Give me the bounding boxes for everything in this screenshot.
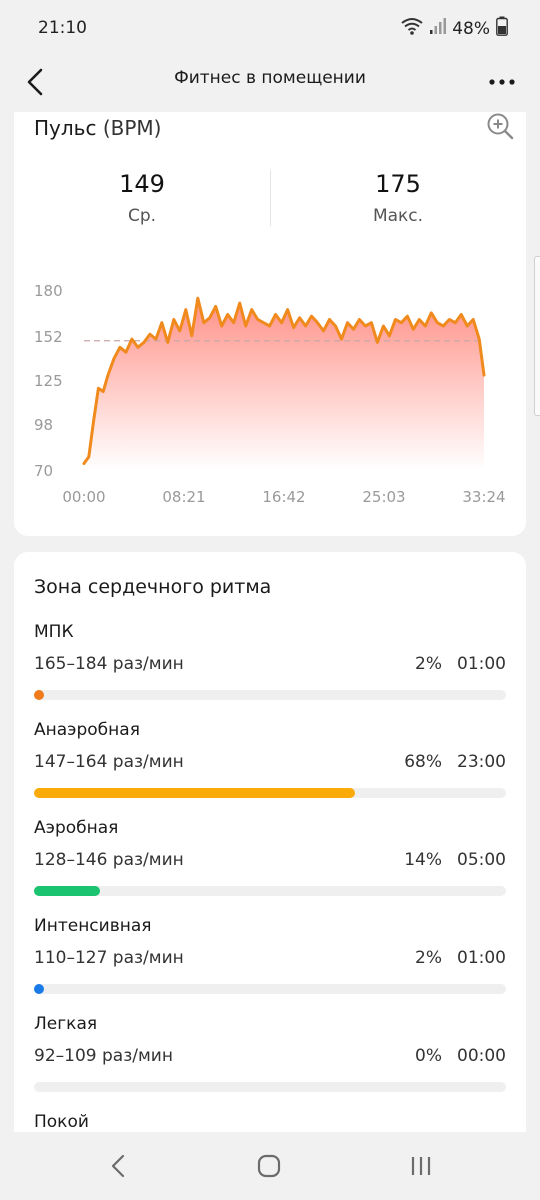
zone-pct: 68% [404,752,442,772]
max-label: Макс. [372,206,424,226]
zones-title: Зона сердечного ритма [34,576,272,598]
scroll-handle[interactable] [534,256,540,416]
pulse-title: Пульс (BPM) [34,116,161,140]
zone-row: 128–146 раз/мин 14% 05:00 [34,850,506,876]
max-value: 175 [375,170,421,198]
x-tick-label: 08:21 [162,488,205,506]
nav-back-icon [111,1154,125,1178]
zone-item: Интенсивная 110–127 раз/мин 2% 01:00 [34,916,506,994]
nav-home-icon [257,1154,281,1178]
avg-label: Ср. [127,206,157,226]
zone-progress-track [34,788,506,798]
zone-item: Аэробная 128–146 раз/мин 14% 05:00 [34,818,506,896]
zoom-in-icon [487,113,514,140]
stat-divider [270,170,271,226]
status-icons: 48% [400,16,508,41]
zone-item: Легкая 92–109 раз/мин 0% 00:00 [34,1014,506,1092]
y-tick-label: 125 [34,372,63,390]
back-button[interactable] [18,62,52,102]
zone-time: 01:00 [457,654,506,674]
more-button[interactable] [484,64,520,100]
zone-item: МПК 165–184 раз/мин 2% 01:00 [34,622,506,700]
zone-name: Анаэробная [34,720,140,740]
zone-range: 110–127 раз/мин [34,948,184,968]
zone-pct: 2% [415,948,442,968]
zone-progress-track [34,984,506,994]
nav-back-button[interactable] [98,1150,138,1182]
y-tick-label: 180 [34,282,63,300]
zone-progress-fill [34,690,44,700]
zone-range: 128–146 раз/мин [34,850,184,870]
navigation-bar [0,1132,540,1200]
nav-home-button[interactable] [249,1150,289,1182]
y-tick-label: 98 [34,416,53,434]
zone-progress-fill [34,788,355,798]
zone-name: Интенсивная [34,916,152,936]
zone-pct: 2% [415,654,442,674]
zone-progress-fill [34,984,44,994]
avg-stat: 149 Ср. [14,170,270,226]
zone-progress-track [34,690,506,700]
battery-icon [496,16,508,41]
zone-pct: 0% [415,1046,442,1066]
status-bar: 21:10 48% [0,0,540,58]
avg-value: 149 [119,170,165,198]
page-title: Фитнес в помещении [174,68,366,88]
zone-row: 110–127 раз/мин 2% 01:00 [34,948,506,974]
pulse-card: Пульс (BPM) 149 Ср. 175 Макс. 180 152 125 9… [14,112,526,536]
zone-row: 165–184 раз/мин 2% 01:00 [34,654,506,680]
back-arrow-icon [27,68,43,96]
zone-pct: 14% [404,850,442,870]
zone-item: Покой [34,1112,506,1132]
x-tick-label: 33:24 [462,488,505,506]
nav-recents-icon [411,1157,431,1175]
zone-range: 147–164 раз/мин [34,752,184,772]
x-tick-label: 25:03 [362,488,405,506]
x-tick-label: 16:42 [262,488,305,506]
heart-rate-chart: 180 152 125 98 70 00:00 08:21 16:42 25:03 33:24 [34,282,506,506]
x-tick-label: 00:00 [62,488,105,506]
battery-percent: 48% [452,18,490,39]
pulse-unit: (BPM) [102,116,162,140]
zone-row: 147–164 раз/мин 68% 23:00 [34,752,506,778]
signal-icon [430,17,447,40]
heart-rate-zones-card: Зона сердечного ритма МПК 165–184 раз/мин… [14,552,526,1132]
zone-name: Легкая [34,1014,98,1034]
zone-range: 92–109 раз/мин [34,1046,173,1066]
zone-range: 165–184 раз/мин [34,654,184,674]
status-time: 21:10 [38,18,87,38]
zone-time: 01:00 [457,948,506,968]
zoom-button[interactable] [486,112,514,140]
zone-time: 00:00 [457,1046,506,1066]
pulse-title-text: Пульс [34,116,97,140]
heart-rate-line [82,296,486,465]
zone-name: Покой [34,1112,89,1132]
zone-row: 92–109 раз/мин 0% 00:00 [34,1046,506,1072]
app-header: Фитнес в помещении [0,58,540,106]
zone-progress-track [34,1082,506,1092]
zone-name: Аэробная [34,818,119,838]
wifi-icon [400,16,424,41]
zone-item: Анаэробная 147–164 раз/мин 68% 23:00 [34,720,506,798]
zone-time: 05:00 [457,850,506,870]
zone-time: 23:00 [457,752,506,772]
zone-progress-track [34,886,506,896]
zone-name: МПК [34,622,74,642]
zone-progress-fill [34,886,101,896]
y-tick-label: 70 [34,462,53,480]
max-stat: 175 Макс. [270,170,526,226]
more-icon [489,79,515,85]
nav-recents-button[interactable] [401,1150,441,1182]
y-tick-label: 152 [34,328,63,346]
